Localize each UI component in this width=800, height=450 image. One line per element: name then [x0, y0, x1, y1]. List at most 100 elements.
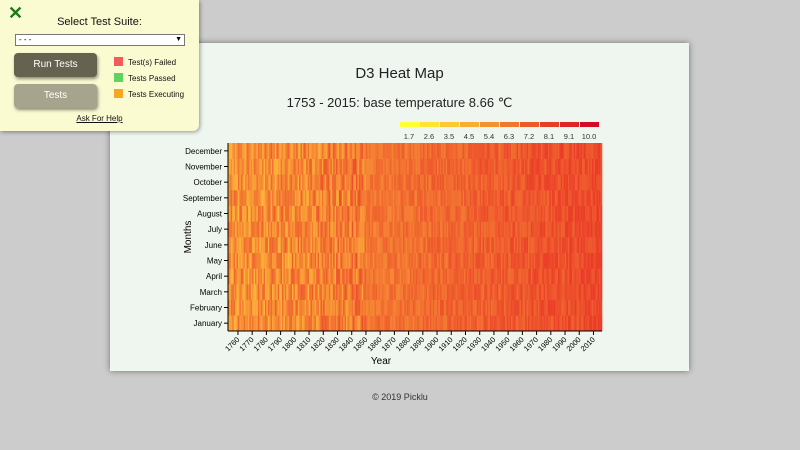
heatmap-cell — [520, 268, 523, 285]
heatmap-cell — [387, 268, 389, 285]
heatmap-cell — [280, 299, 283, 316]
heatmap-cell — [246, 190, 249, 206]
heatmap-cell — [482, 158, 485, 175]
heatmap-cell — [401, 143, 404, 159]
heatmap-cell — [555, 205, 557, 222]
heatmap-cell — [553, 237, 556, 253]
heatmap-cell — [597, 158, 600, 175]
heatmap-cell — [448, 315, 451, 332]
heatmap-cell — [540, 174, 543, 191]
heatmap-cell — [466, 221, 469, 238]
heatmap-cell — [264, 315, 267, 332]
heatmap-cell — [567, 268, 570, 285]
heatmap-cell — [233, 143, 236, 159]
heatmap-cell — [547, 284, 550, 300]
heatmap-cell — [262, 284, 264, 300]
heatmap-cell — [589, 174, 591, 191]
heatmap-cell — [348, 205, 351, 222]
ask-for-help-link[interactable]: Ask For Help — [76, 114, 123, 123]
heatmap-cell — [377, 174, 380, 191]
heatmap-cell — [304, 284, 307, 300]
heatmap-cell — [363, 174, 365, 191]
heatmap-cell — [397, 252, 399, 269]
heatmap-cell — [371, 174, 374, 191]
heatmap-cell — [388, 252, 391, 269]
heatmap-cell — [434, 268, 436, 285]
heatmap-cell — [250, 299, 253, 316]
heatmap-cell — [556, 174, 559, 191]
heatmap-cell — [290, 284, 293, 300]
heatmap-cell — [481, 299, 483, 316]
heatmap-cell — [563, 205, 566, 222]
heatmap-cell — [580, 299, 583, 316]
heatmap-cell — [574, 315, 577, 332]
test-suite-select[interactable]: - - - ▼ — [15, 34, 185, 46]
heatmap-cell — [264, 252, 267, 269]
heatmap-cell — [449, 143, 452, 159]
heatmap-cell — [522, 299, 525, 316]
heatmap-cell — [402, 299, 405, 316]
heatmap-cell — [566, 284, 569, 300]
heatmap-cell — [341, 237, 344, 253]
heatmap-cell — [371, 299, 374, 316]
heatmap-cell — [232, 205, 234, 222]
heatmap-cell — [310, 252, 313, 269]
heatmap-cell — [593, 143, 596, 159]
heatmap-cell — [444, 237, 446, 253]
heatmap-cell — [408, 237, 411, 253]
heatmap-cell — [459, 237, 462, 253]
heatmap-cell — [418, 205, 421, 222]
heatmap-cell — [424, 299, 426, 316]
close-icon[interactable]: ✕ — [8, 3, 24, 23]
heatmap-cell — [525, 205, 527, 222]
legend-label: 10.0 — [582, 132, 597, 141]
heatmap-cell — [246, 174, 249, 191]
heatmap-cell — [336, 190, 338, 206]
heatmap-cell — [592, 174, 594, 191]
heatmap-cell — [553, 190, 556, 206]
heatmap-cell — [255, 252, 257, 269]
heatmap-cell — [498, 205, 500, 222]
tests-button[interactable]: Tests — [14, 84, 97, 108]
heatmap-cell — [408, 174, 411, 191]
heatmap-cell — [587, 284, 590, 300]
heatmap-cell — [461, 268, 463, 285]
heatmap-cell — [300, 252, 303, 269]
heatmap-cell — [475, 190, 478, 206]
heatmap-cell — [532, 299, 535, 316]
heatmap-cell — [266, 284, 269, 300]
heatmap-cell — [418, 284, 421, 300]
heatmap-cell — [299, 268, 301, 285]
heatmap-cell — [492, 299, 495, 316]
heatmap-cell — [338, 158, 341, 175]
heatmap-cell — [600, 299, 603, 316]
heatmap-cell — [284, 268, 287, 285]
heatmap-cell — [247, 174, 250, 191]
heatmap-cell — [445, 252, 448, 269]
heatmap-cell — [355, 205, 358, 222]
heatmap-cell — [236, 252, 239, 269]
heatmap-cell — [296, 237, 298, 253]
heatmap-cell — [469, 315, 472, 332]
heatmap-cell — [267, 158, 270, 175]
heatmap-cell — [328, 315, 331, 332]
heatmap-cell — [358, 174, 361, 191]
heatmap-cell — [255, 190, 257, 206]
heatmap-cell — [320, 221, 323, 238]
heatmap-cell — [353, 299, 355, 316]
heatmap-cell — [228, 143, 230, 159]
heatmap-cell — [365, 299, 368, 316]
heatmap-cell — [274, 299, 277, 316]
heatmap-cell — [573, 174, 576, 191]
heatmap-cell — [300, 174, 303, 191]
heatmap-cell — [458, 315, 461, 332]
heatmap-cell — [576, 190, 579, 206]
run-tests-button[interactable]: Run Tests — [14, 53, 97, 77]
heatmap-cell — [489, 205, 492, 222]
heatmap-cell — [549, 221, 552, 238]
heatmap-cell — [441, 190, 444, 206]
heatmap-cell — [557, 237, 560, 253]
heatmap-cell — [297, 190, 300, 206]
heatmap-cell — [419, 221, 422, 238]
heatmap-cell — [489, 237, 492, 253]
